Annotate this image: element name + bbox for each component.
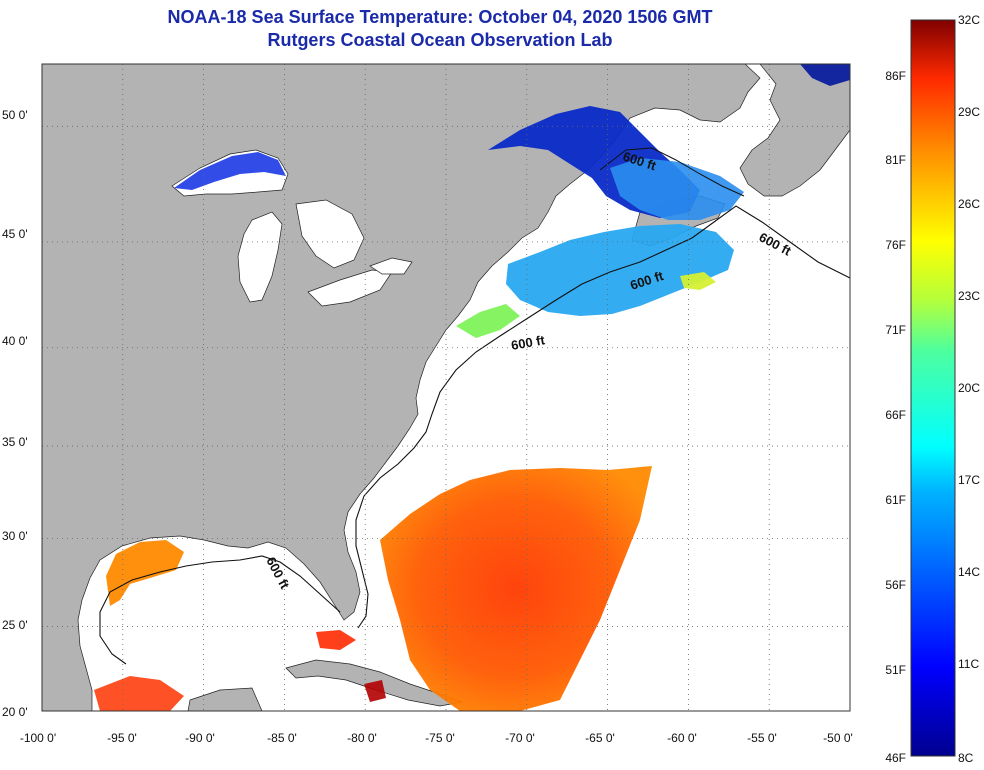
lat-tick-label: 25 0' (2, 618, 28, 632)
colorbar-f-label: 71F (885, 323, 906, 337)
colorbar-f-label: 61F (885, 493, 906, 507)
colorbar-c-label: 23C (958, 289, 980, 303)
sst-caribbean-warm (316, 630, 356, 650)
colorbar-c-label: 20C (958, 381, 980, 395)
colorbar-f-label: 81F (885, 153, 906, 167)
sst-yellow-patch (680, 272, 716, 290)
lat-tick-label: 45 0' (2, 227, 28, 241)
colorbar-c-label: 32C (958, 13, 980, 27)
colorbar-f-label: 86F (885, 69, 906, 83)
colorbar-fahrenheit-labels: 86F 81F 76F 71F 66F 61F 56F 51F 46F (885, 69, 906, 765)
contour-600ft-gulf (99, 555, 341, 665)
colorbar-f-label: 56F (885, 578, 906, 592)
lon-tick-label: -70 0' (505, 731, 535, 745)
contour-600ft-atlantic (355, 205, 850, 629)
map-title: NOAA-18 Sea Surface Temperature: October… (167, 7, 713, 27)
longitude-tick-labels: -100 0' -95 0' -90 0' -85 0' -80 0' -75 … (20, 731, 853, 745)
lat-tick-label: 30 0' (2, 529, 28, 543)
sst-superior-cold (174, 152, 286, 190)
sst-gulf-mexico-warm (106, 540, 184, 606)
lon-tick-label: -95 0' (107, 731, 137, 745)
lake-huron (295, 199, 365, 269)
map-subtitle: Rutgers Coastal Ocean Observation Lab (267, 30, 613, 50)
sst-sargasso-warm (380, 466, 652, 711)
lon-tick-label: -80 0' (347, 731, 377, 745)
colorbar-c-label: 11C (958, 657, 979, 671)
lon-tick-label: -55 0' (747, 731, 777, 745)
sst-gulf-maine (506, 224, 734, 316)
contour-600ft-north (599, 147, 745, 197)
colorbar-c-label: 14C (958, 565, 980, 579)
colorbar-c-label: 26C (958, 197, 980, 211)
lon-tick-label: -90 0' (185, 731, 215, 745)
lon-tick-label: -65 0' (585, 731, 615, 745)
map-frame (41, 63, 851, 712)
lon-tick-label: -100 0' (20, 731, 56, 745)
colorbar-f-label: 46F (885, 751, 906, 765)
lon-tick-label: -60 0' (667, 731, 697, 745)
lon-tick-label: -50 0' (823, 731, 853, 745)
latitude-tick-labels: 20 0' 25 0' 30 0' 35 0' 40 0' 45 0' 50 0… (2, 108, 28, 719)
sst-labrador (800, 64, 850, 86)
colorbar-celsius-labels: 32C 29C 26C 23C 20C 17C 14C 11C 8C (958, 13, 980, 765)
lat-tick-label: 40 0' (2, 334, 28, 348)
lon-tick-label: -75 0' (425, 731, 455, 745)
sst-hot-patch (364, 680, 386, 702)
lat-tick-label: 35 0' (2, 435, 28, 449)
lat-tick-label: 50 0' (2, 108, 28, 122)
colorbar-c-label: 29C (958, 105, 980, 119)
land-newfoundland (739, 64, 850, 197)
contour-label: 600 ft (510, 332, 547, 353)
lake-michigan (237, 211, 283, 303)
sst-caribbean-south (94, 676, 184, 711)
colorbar-f-label: 66F (885, 408, 906, 422)
land-yucatan (187, 687, 263, 711)
lon-tick-label: -85 0' (267, 731, 297, 745)
sst-colorbar (910, 19, 956, 757)
colorbar-c-label: 17C (958, 473, 980, 487)
lake-ontario (369, 257, 413, 275)
lake-erie (307, 269, 393, 307)
colorbar-f-label: 51F (885, 663, 906, 677)
colorbar-c-label: 8C (958, 751, 974, 765)
sst-nova-scotia-shelf (610, 158, 744, 220)
lat-tick-label: 20 0' (2, 705, 28, 719)
sst-shelf-green (456, 304, 520, 338)
colorbar-f-label: 76F (885, 238, 906, 252)
